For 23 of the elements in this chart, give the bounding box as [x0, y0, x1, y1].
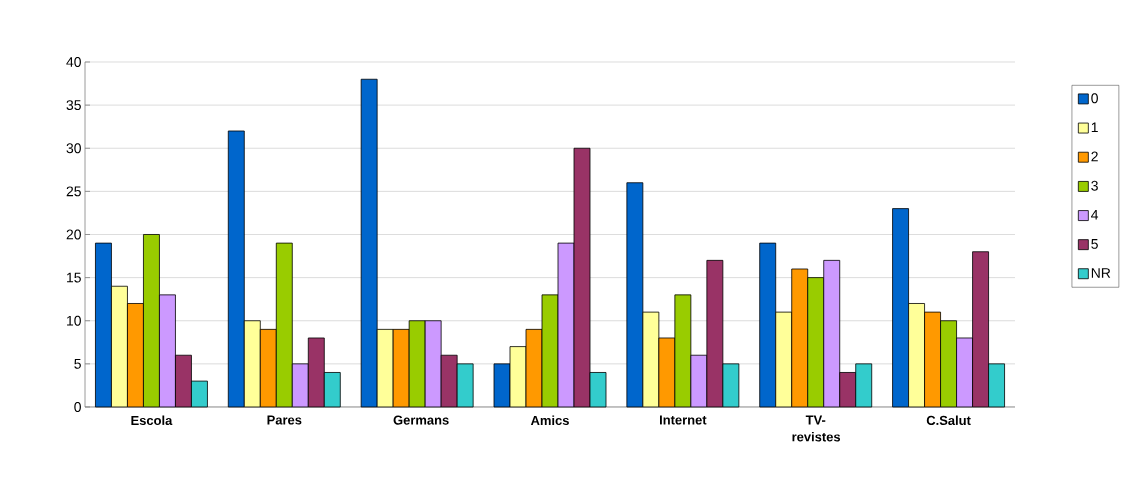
- y-tick-label: 35: [66, 100, 81, 111]
- legend-label: 5: [1091, 239, 1098, 249]
- x-tick-label: Amics: [530, 415, 569, 426]
- x-tick-label: Pares: [267, 415, 302, 425]
- x-tick-label: C.Salut: [926, 415, 971, 426]
- x-tick-label: Germans: [393, 415, 449, 425]
- legend-label: 4: [1091, 210, 1099, 220]
- legend-label: 2: [1091, 151, 1098, 162]
- y-tick-label: 20: [66, 229, 81, 240]
- y-tick-label: 10: [67, 315, 81, 326]
- x-tick-label: TV-revistes: [792, 415, 841, 442]
- legend-label: 0: [1091, 93, 1098, 104]
- legend-label: 3: [1091, 180, 1098, 191]
- legend-label: 1: [1091, 122, 1098, 133]
- y-tick-label: 25: [66, 186, 81, 197]
- y-tick-label: 5: [74, 359, 81, 369]
- legend-label: NR: [1091, 268, 1111, 278]
- x-tick-label: Escola: [131, 415, 173, 426]
- y-tick-label: 40: [66, 57, 81, 67]
- y-tick-label: 15: [67, 272, 81, 283]
- y-tick-label: 0: [74, 402, 81, 412]
- y-tick-label: 30: [66, 143, 81, 154]
- x-tick-label: Internet: [659, 415, 707, 425]
